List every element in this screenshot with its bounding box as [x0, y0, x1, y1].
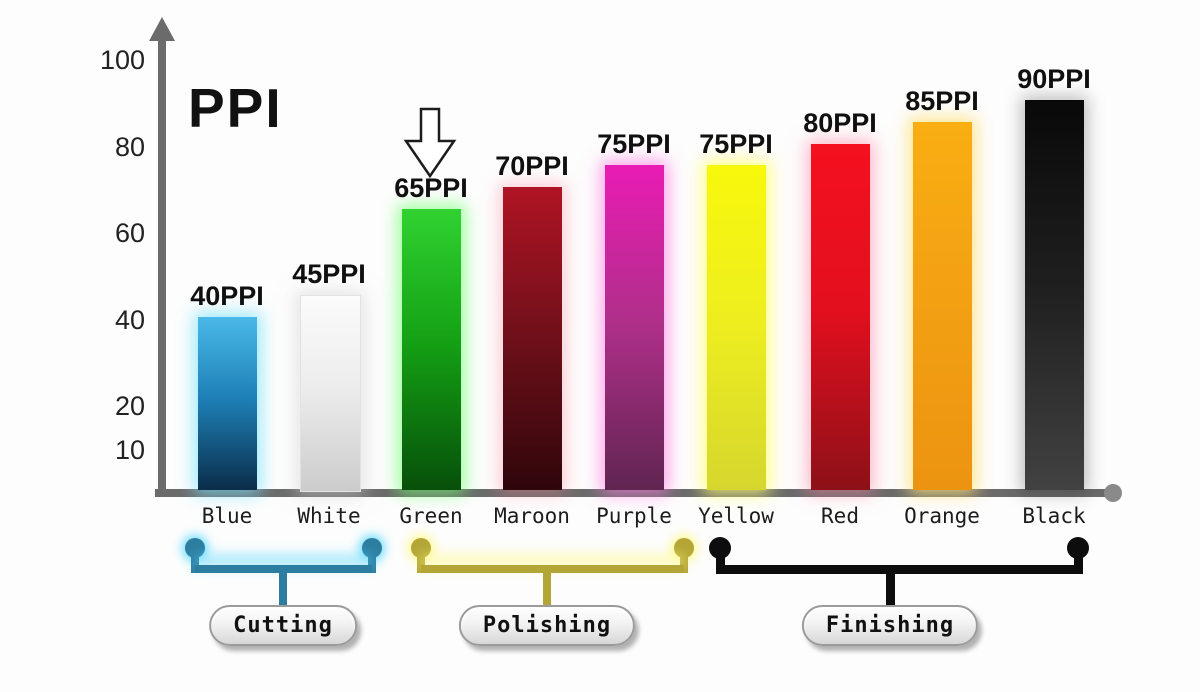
chart-title: PPI	[188, 77, 283, 139]
bracket-stem-finishing	[885, 565, 895, 612]
bracket-bar-finishing	[720, 565, 1078, 574]
bracket-end-line-polishing-right	[680, 548, 688, 573]
category-label-orange: Orange	[904, 504, 980, 528]
x-axis-end-dot-icon	[1104, 484, 1122, 502]
y-axis	[158, 38, 166, 497]
category-label-green: Green	[399, 504, 463, 528]
bar-value-label-maroon: 70PPI	[495, 151, 569, 181]
bracket-end-line-finishing-left	[715, 548, 725, 574]
bracket-bar-polishing	[421, 565, 684, 573]
category-label-white: White	[297, 504, 361, 528]
bracket-end-line-cutting-left	[191, 548, 199, 573]
group-pill-polishing: Polishing	[458, 605, 636, 646]
bar-black	[1024, 100, 1084, 490]
bar-maroon	[502, 187, 562, 490]
category-label-red: Red	[821, 504, 859, 528]
bracket-stem-polishing	[543, 565, 551, 612]
x-axis	[155, 489, 1106, 497]
category-label-purple: Purple	[596, 504, 672, 528]
down-arrow-icon	[403, 107, 457, 179]
bar-value-label-purple: 75PPI	[597, 129, 671, 159]
y-tick-label-60: 60	[114, 218, 145, 249]
bar-blue	[197, 317, 257, 490]
bracket-stem-cutting	[279, 565, 287, 612]
y-tick-label-20: 20	[114, 391, 145, 422]
bar-value-label-black: 90PPI	[1017, 64, 1091, 94]
group-pill-cutting: Cutting	[209, 605, 357, 646]
bracket-end-line-finishing-right	[1073, 548, 1083, 574]
y-tick-label-100: 100	[99, 45, 145, 75]
bracket-end-line-cutting-right	[368, 548, 376, 573]
bar-purple	[604, 165, 664, 490]
bar-yellow	[706, 165, 766, 490]
category-label-black: Black	[1022, 504, 1086, 528]
category-label-blue: Blue	[201, 504, 253, 528]
bar-green	[401, 209, 461, 490]
bar-value-label-orange: 85PPI	[905, 86, 979, 116]
y-tick-label-40: 40	[114, 304, 145, 335]
bar-value-label-green: 65PPI	[394, 173, 468, 203]
bar-value-label-blue: 40PPI	[190, 281, 264, 311]
bar-value-label-yellow: 75PPI	[699, 129, 773, 159]
category-label-maroon: Maroon	[494, 504, 570, 528]
bracket-end-line-polishing-left	[417, 548, 425, 573]
category-label-yellow: Yellow	[698, 504, 774, 528]
bar-value-label-red: 80PPI	[803, 108, 877, 138]
bar-white	[299, 295, 361, 492]
y-axis-arrowhead-icon	[149, 17, 175, 41]
y-tick-label-10: 10	[114, 434, 145, 465]
bar-orange	[912, 122, 972, 490]
bar-red	[810, 144, 870, 490]
group-pill-finishing: Finishing	[801, 605, 979, 646]
y-tick-label-80: 80	[114, 131, 145, 162]
bar-value-label-white: 45PPI	[292, 259, 366, 289]
